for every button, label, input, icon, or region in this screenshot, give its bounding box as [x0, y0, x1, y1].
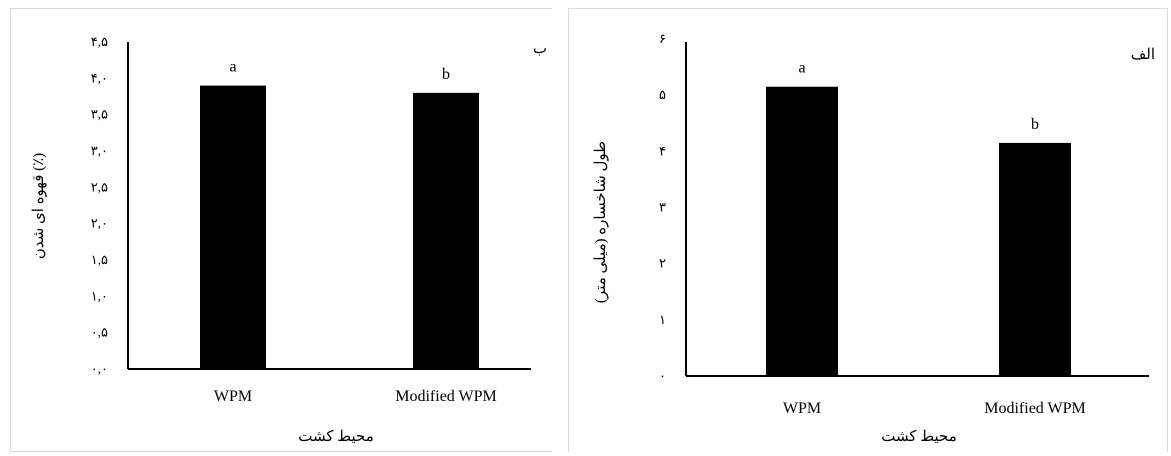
- significance-label: b: [1031, 116, 1039, 133]
- y-tick-label: ۴,۰: [91, 70, 108, 85]
- browning-chart: ۰,۰ ۰,۵ ۱,۰ ۱,۵ ۲,۰ ۲,۵ ۳,۰ ۳,۵ ۴,۰ ۴,۵ a WPM b Modif…: [31, 34, 547, 445]
- x-axis-title: محیط کشت: [881, 429, 956, 445]
- bar: [999, 142, 1071, 376]
- shoot-length-chart: ۰ ۱ ۲ ۳ ۴ ۵ ۶ a WPM b Modified WPM محیط کشت طول شاخس…: [593, 31, 1155, 445]
- y-tick-label: ۰,۵: [91, 325, 108, 340]
- y-tick-label: ۴,۵: [91, 34, 108, 49]
- y-tick-label: ۴: [659, 143, 666, 158]
- y-tick-label: ۳,۰: [91, 143, 108, 158]
- y-tick-label: ۳: [659, 200, 666, 215]
- y-tick-label: ۰: [659, 368, 666, 383]
- y-tick-label: ۶: [659, 31, 666, 46]
- x-axis-title: محیط کشت: [298, 429, 373, 445]
- y-axis-title: قهوه ای شدن (٪): [31, 153, 47, 259]
- panel-label: الف: [1131, 47, 1155, 63]
- bar: [413, 92, 479, 369]
- y-tick-label: ۱: [659, 312, 666, 327]
- y-tick-label: ۲: [659, 256, 666, 271]
- y-tick-label: ۳,۵: [91, 107, 108, 122]
- bar: [200, 85, 266, 369]
- x-tick-label: Modified WPM: [984, 400, 1085, 417]
- x-tick-label: WPM: [214, 388, 252, 405]
- significance-label: a: [229, 59, 236, 76]
- bar: [766, 86, 838, 376]
- y-tick-label: ۲,۰: [91, 216, 108, 231]
- chart-panel-shoot-length: ۰ ۱ ۲ ۳ ۴ ۵ ۶ a WPM b Modified WPM محیط کشت طول شاخس…: [568, 8, 1168, 452]
- x-tick-label: Modified WPM: [395, 388, 496, 405]
- significance-label: a: [798, 60, 805, 77]
- y-tick-label: ۰,۰: [91, 361, 108, 376]
- y-tick-label: ۵: [659, 87, 666, 102]
- chart-panel-browning: ۰,۰ ۰,۵ ۱,۰ ۱,۵ ۲,۰ ۲,۵ ۳,۰ ۳,۵ ۴,۰ ۴,۵ a WPM b Modif…: [10, 8, 552, 452]
- y-tick-label: ۱,۵: [91, 252, 108, 267]
- panel-label: ب: [533, 41, 547, 57]
- y-tick-label: ۱,۰: [91, 288, 108, 303]
- y-axis-title: طول شاخساره (میلی متر): [593, 141, 609, 303]
- y-tick-label: ۲,۵: [91, 179, 108, 194]
- significance-label: b: [442, 66, 450, 83]
- x-tick-label: WPM: [783, 400, 821, 417]
